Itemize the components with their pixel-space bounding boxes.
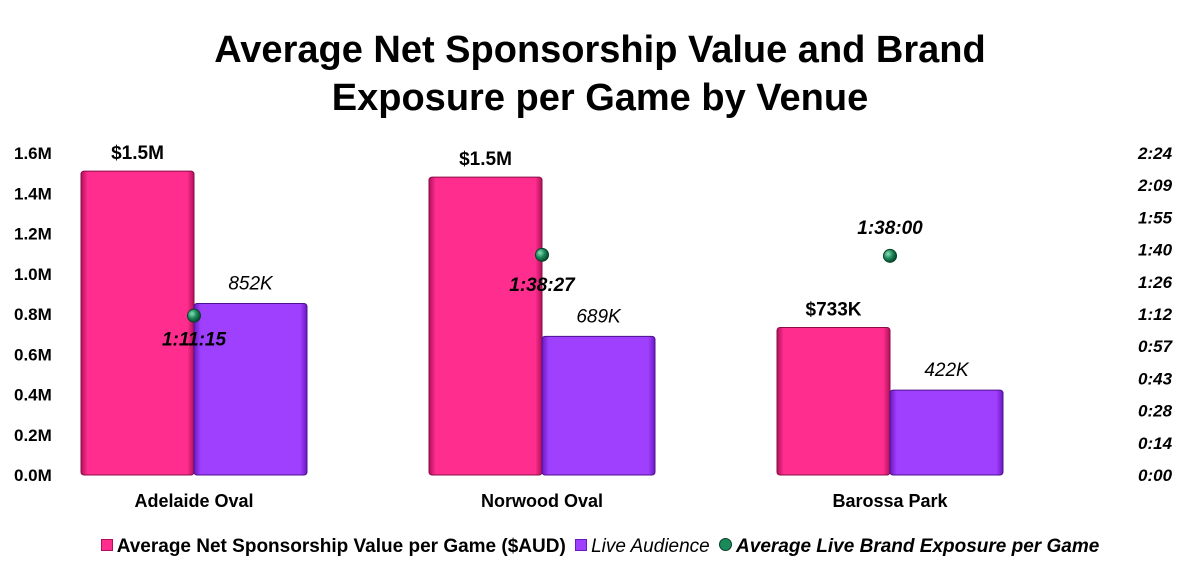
y-right-tick-label: 0:00 xyxy=(1138,466,1173,485)
legend-item-sponsorship: Average Net Sponsorship Value per Game (… xyxy=(100,536,566,558)
y-right-tick-label: 0:28 xyxy=(1138,402,1173,421)
bar-sponsorship xyxy=(776,326,891,476)
point-exposure xyxy=(883,248,897,263)
y-right-tick-label: 1:55 xyxy=(1138,208,1173,227)
y-right-tick-label: 1:40 xyxy=(1138,241,1173,260)
y-right-tick-label: 1:12 xyxy=(1138,305,1173,324)
x-category-label: Norwood Oval xyxy=(481,491,603,511)
data-label-audience: 852K xyxy=(228,274,274,295)
y-right-tick-label: 0:14 xyxy=(1138,434,1173,453)
data-label-sponsorship: $733K xyxy=(806,299,862,320)
y-left-tick-label: 1.4M xyxy=(14,184,52,203)
y-right-tick-label: 0:43 xyxy=(1138,369,1173,388)
x-category-label: Barossa Park xyxy=(832,491,948,511)
legend-swatch-sponsorship xyxy=(100,539,113,551)
legend-swatch-audience xyxy=(575,539,588,551)
chart-title-line-2: Exposure per Game by Venue xyxy=(331,77,869,119)
bar-sponsorship xyxy=(428,176,543,476)
legend-label-exposure: Average Live Brand Exposure per Game xyxy=(736,536,1100,557)
y-right-tick-label: 2:24 xyxy=(1137,144,1173,163)
chart-title: Average Net Sponsorship Value and Brand … xyxy=(0,26,1200,122)
bar-audience xyxy=(889,389,1004,476)
legend-item-exposure: Average Live Brand Exposure per Game xyxy=(719,536,1099,558)
data-label-exposure: 1:38:00 xyxy=(857,218,923,239)
chart-title-line-1: Average Net Sponsorship Value and Brand xyxy=(214,29,986,71)
y-right-tick-label: 1:26 xyxy=(1138,273,1173,292)
legend-item-audience: Live Audience xyxy=(575,536,710,558)
bar-audience xyxy=(541,335,656,476)
legend-label-sponsorship: Average Net Sponsorship Value per Game (… xyxy=(116,536,566,557)
chart-legend: Average Net Sponsorship Value per Game (… xyxy=(0,536,1200,558)
y-left-tick-label: 0.8M xyxy=(14,305,52,324)
y-right-tick-label: 2:09 xyxy=(1137,176,1173,195)
data-label-audience: 422K xyxy=(924,360,970,381)
data-label-sponsorship: $1.5M xyxy=(459,149,512,170)
y-left-tick-label: 1.2M xyxy=(14,225,52,244)
y-left-tick-label: 1.6M xyxy=(14,144,52,163)
y-left-tick-label: 0.2M xyxy=(14,426,52,445)
bar-sponsorship xyxy=(80,170,195,476)
y-left-tick-label: 1.0M xyxy=(14,265,52,284)
legend-swatch-exposure xyxy=(719,538,733,551)
x-category-label: Adelaide Oval xyxy=(134,491,253,511)
legend-label-audience: Live Audience xyxy=(591,536,710,557)
y-left-tick-label: 0.0M xyxy=(14,466,52,485)
y-right-tick-label: 0:57 xyxy=(1138,337,1174,356)
y-left-tick-label: 0.4M xyxy=(14,386,52,405)
point-exposure xyxy=(535,247,549,262)
data-label-exposure: 1:38:27 xyxy=(509,275,576,296)
point-exposure xyxy=(187,308,201,323)
data-label-audience: 689K xyxy=(576,306,622,327)
data-label-sponsorship: $1.5M xyxy=(111,143,164,164)
y-left-tick-label: 0.6M xyxy=(14,345,52,364)
data-label-exposure: 1:11:15 xyxy=(162,330,227,351)
bar-audience xyxy=(193,303,308,476)
